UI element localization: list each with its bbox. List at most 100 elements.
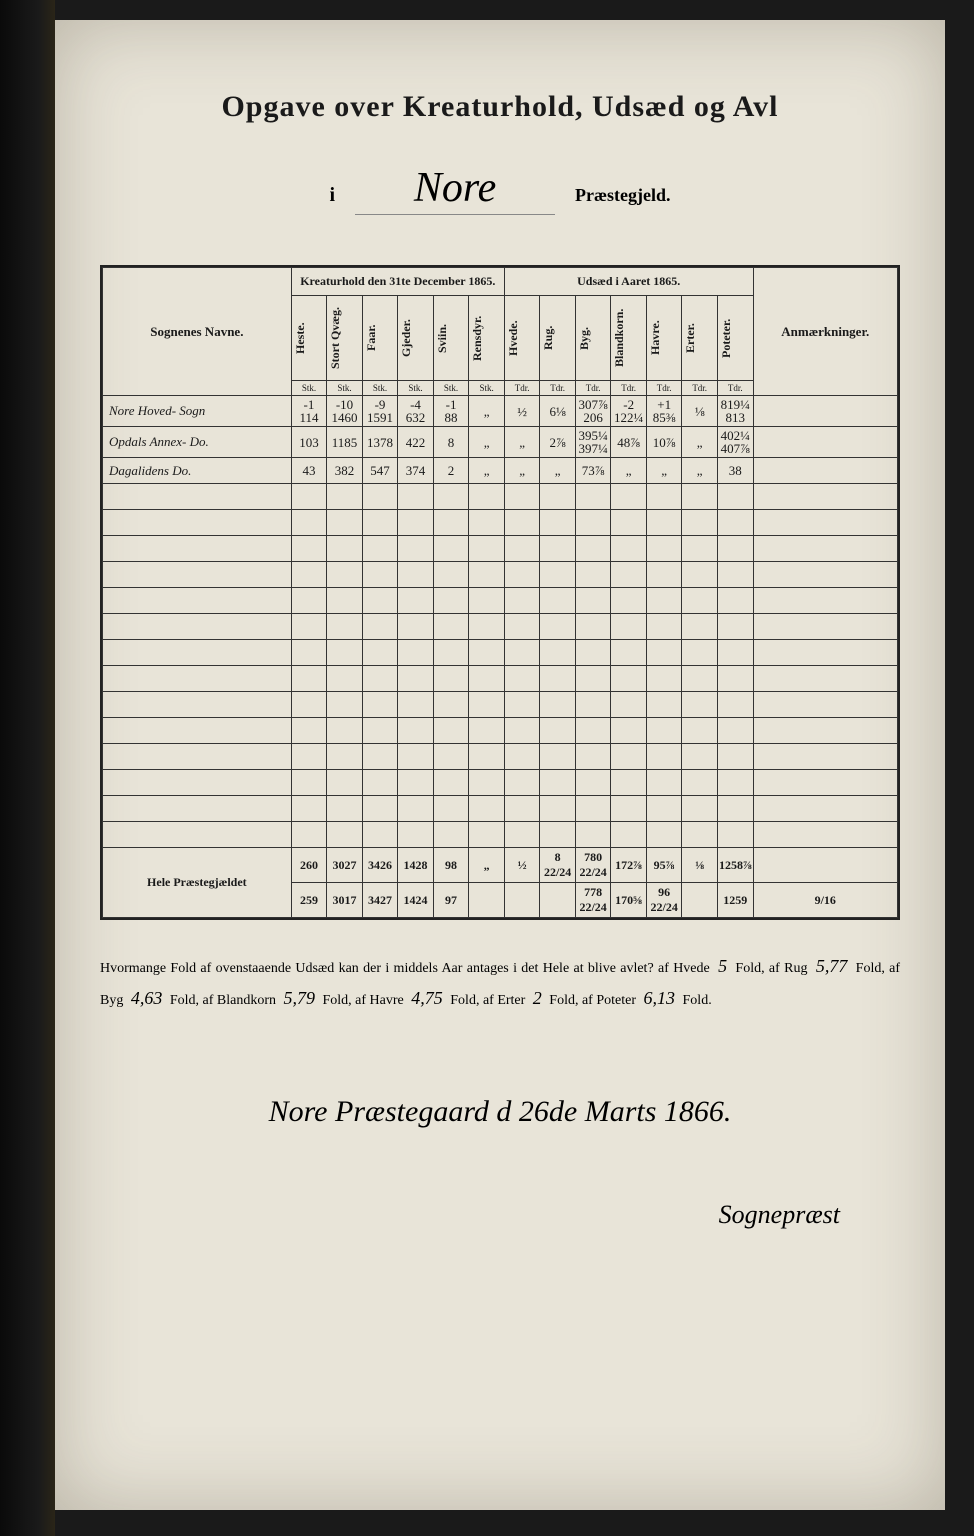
empty-cell: [611, 614, 647, 640]
empty-cell: [433, 744, 469, 770]
total-cell: [469, 883, 505, 918]
data-cell: 43: [291, 458, 327, 484]
empty-cell: [753, 562, 897, 588]
empty-cell: [362, 484, 398, 510]
empty-cell: [327, 562, 363, 588]
empty-cell: [327, 510, 363, 536]
empty-cell: [362, 536, 398, 562]
empty-cell: [327, 640, 363, 666]
empty-cell: [753, 588, 897, 614]
row-name: Nore Hoved- Sogn: [103, 396, 292, 427]
empty-cell: [327, 536, 363, 562]
empty-cell: [433, 510, 469, 536]
footer-t4: Fold, af Blandkorn: [170, 993, 276, 1008]
empty-row: [103, 510, 898, 536]
footer-rug: 5,77: [812, 956, 852, 976]
empty-row: [103, 718, 898, 744]
total-row: Hele Præstegjældet26030273426142898„½8 2…: [103, 848, 898, 883]
data-cell: „: [611, 458, 647, 484]
col-header: Rug.: [540, 296, 576, 381]
table-row: Opdals Annex- Do.103118513784228„„2⅞395¼…: [103, 427, 898, 458]
total-cell: 8 22/24: [540, 848, 576, 883]
empty-cell: [682, 562, 718, 588]
data-cell: ⅛: [682, 396, 718, 427]
unit: Tdr.: [575, 381, 611, 396]
unit: Stk.: [291, 381, 327, 396]
empty-cell: [398, 640, 434, 666]
empty-cell: [433, 666, 469, 692]
col-group-udsaed: Udsæd i Aaret 1865.: [504, 268, 753, 296]
empty-cell: [646, 484, 682, 510]
total-cell: 170⅝: [611, 883, 647, 918]
empty-cell: [611, 770, 647, 796]
empty-cell: [540, 562, 576, 588]
empty-cell: [540, 692, 576, 718]
empty-row: [103, 692, 898, 718]
empty-cell: [103, 744, 292, 770]
empty-cell: [398, 510, 434, 536]
empty-cell: [291, 770, 327, 796]
empty-cell: [611, 718, 647, 744]
empty-cell: [717, 536, 753, 562]
empty-cell: [682, 640, 718, 666]
empty-cell: [717, 640, 753, 666]
empty-cell: [469, 536, 505, 562]
data-cell: „: [469, 427, 505, 458]
remarks-cell: [753, 458, 897, 484]
empty-cell: [103, 510, 292, 536]
empty-cell: [682, 692, 718, 718]
empty-cell: [540, 770, 576, 796]
empty-cell: [540, 718, 576, 744]
empty-cell: [753, 822, 897, 848]
empty-cell: [753, 666, 897, 692]
empty-cell: [103, 718, 292, 744]
data-cell: -2 122¼: [611, 396, 647, 427]
empty-cell: [540, 666, 576, 692]
empty-cell: [362, 796, 398, 822]
empty-cell: [611, 796, 647, 822]
data-cell: „: [682, 458, 718, 484]
total-cell: 3427: [362, 883, 398, 918]
table-row: Nore Hoved- Sogn-1 114-10 1460-9 1591-4 …: [103, 396, 898, 427]
empty-cell: [682, 744, 718, 770]
total-cell: [753, 848, 897, 883]
empty-cell: [291, 510, 327, 536]
total-cell: 3027: [327, 848, 363, 883]
col-header: Erter.: [682, 296, 718, 381]
empty-cell: [398, 484, 434, 510]
col-header: Gjeder.: [398, 296, 434, 381]
empty-cell: [362, 770, 398, 796]
total-cell: 1428: [398, 848, 434, 883]
empty-cell: [504, 718, 540, 744]
total-cell: 172⅞: [611, 848, 647, 883]
empty-cell: [469, 770, 505, 796]
empty-cell: [433, 614, 469, 640]
total-cell: [504, 883, 540, 918]
empty-cell: [327, 718, 363, 744]
empty-cell: [753, 692, 897, 718]
footer-hvede: 5: [714, 956, 731, 976]
data-table-wrap: Sognenes Navne. Kreaturhold den 31te Dec…: [100, 265, 900, 920]
data-cell: 547: [362, 458, 398, 484]
data-cell: 10⅞: [646, 427, 682, 458]
data-table: Sognenes Navne. Kreaturhold den 31te Dec…: [102, 267, 898, 918]
empty-row: [103, 744, 898, 770]
empty-cell: [103, 796, 292, 822]
empty-cell: [291, 562, 327, 588]
data-cell: „: [469, 458, 505, 484]
empty-cell: [611, 588, 647, 614]
data-cell: 6⅛: [540, 396, 576, 427]
unit: Tdr.: [540, 381, 576, 396]
data-cell: 307⅞ 206: [575, 396, 611, 427]
unit: Tdr.: [611, 381, 647, 396]
empty-cell: [682, 822, 718, 848]
empty-cell: [103, 536, 292, 562]
empty-cell: [646, 822, 682, 848]
empty-cell: [540, 640, 576, 666]
empty-cell: [611, 510, 647, 536]
empty-row: [103, 640, 898, 666]
empty-cell: [682, 484, 718, 510]
data-cell: 2: [433, 458, 469, 484]
empty-row: [103, 770, 898, 796]
empty-cell: [753, 536, 897, 562]
